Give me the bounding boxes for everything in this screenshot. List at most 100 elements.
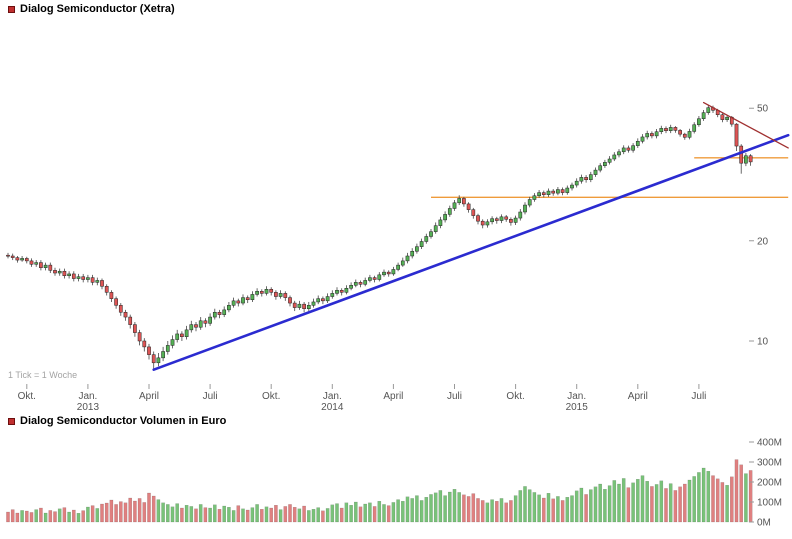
volume-bar	[589, 489, 593, 523]
volume-bar	[123, 502, 128, 523]
volume-legend-icon	[8, 418, 15, 425]
volume-bar	[692, 476, 696, 523]
volume-bar	[626, 487, 631, 523]
candle-body	[241, 297, 245, 304]
candle-body	[288, 297, 292, 304]
candle-body	[396, 264, 400, 270]
volume-bar	[330, 504, 335, 523]
candle-body	[255, 291, 259, 295]
volume-chart-header: Dialog Semiconductor Volumen in Euro	[8, 416, 226, 427]
candle-body	[358, 282, 363, 285]
candle-body	[405, 255, 410, 262]
candle-body	[203, 320, 208, 324]
volume-bar	[603, 489, 607, 523]
candle-body	[598, 165, 603, 171]
volume-bar	[499, 498, 504, 523]
volume-bar	[118, 501, 123, 523]
volume-bar	[10, 509, 15, 523]
candle-body	[462, 198, 466, 205]
candle-body	[363, 280, 368, 285]
candle-body	[302, 303, 306, 309]
x-axis-year-label: 2015	[566, 402, 589, 413]
candle-body	[452, 202, 457, 209]
candle-body	[316, 298, 321, 303]
candle-body	[720, 114, 725, 120]
volume-bar	[509, 500, 513, 523]
candle-body	[744, 155, 748, 164]
volume-bar	[518, 490, 523, 523]
candle-body	[682, 133, 687, 138]
volume-axis-label: 100M	[757, 498, 782, 509]
candle-body	[382, 271, 386, 276]
candle-body	[668, 127, 673, 131]
volume-bar	[396, 499, 400, 523]
volume-bar	[71, 509, 76, 523]
volume-bar	[664, 488, 668, 523]
candle-body	[180, 333, 184, 337]
candle-body	[645, 133, 650, 138]
x-axis-label: Jan.	[78, 391, 97, 402]
price-axis-label: 20	[757, 236, 769, 247]
candle-body	[527, 199, 532, 206]
candle-body	[433, 225, 438, 232]
candle-body	[692, 124, 697, 132]
x-axis-label: Juli	[203, 391, 218, 402]
volume-axis-label: 400M	[757, 438, 782, 449]
candle-body	[335, 290, 339, 294]
candle-body	[447, 208, 452, 215]
candle-body	[372, 277, 377, 280]
volume-bar	[212, 504, 217, 523]
volume-bar	[495, 501, 499, 523]
x-axis-label: Juli	[447, 391, 462, 402]
volume-bar	[739, 464, 743, 523]
volume-bar	[645, 481, 649, 523]
volume-bar	[311, 509, 316, 523]
volume-bar	[109, 499, 114, 523]
candle-body	[39, 262, 43, 268]
volume-bar	[81, 510, 85, 523]
candle-body	[476, 215, 480, 222]
candle-body	[419, 241, 424, 247]
candle-body	[386, 271, 391, 275]
candle-body	[466, 203, 471, 210]
candle-body	[170, 339, 175, 346]
volume-bar	[297, 508, 302, 523]
candle-body	[739, 145, 744, 164]
candle-body	[706, 107, 711, 113]
candle-body	[212, 311, 217, 318]
candle-body	[278, 293, 283, 297]
candle-body	[306, 305, 311, 309]
volume-bar	[687, 479, 692, 523]
candle-body	[654, 131, 659, 137]
volume-bar	[165, 504, 170, 523]
volume-bar	[15, 512, 20, 523]
volume-bar	[292, 507, 297, 523]
candle-body	[349, 285, 353, 289]
volume-bar	[466, 496, 471, 523]
volume-bar	[636, 479, 640, 523]
volume-bar	[151, 495, 156, 523]
volume-chart-title: Dialog Semiconductor Volumen in Euro	[20, 415, 227, 427]
volume-bar	[391, 502, 396, 523]
volume-bar	[368, 502, 372, 523]
volume-bar	[593, 486, 598, 523]
volume-bar	[734, 459, 739, 523]
volume-bar	[53, 511, 57, 523]
candle-body	[325, 296, 330, 302]
candle-body	[109, 292, 114, 299]
volume-bar	[377, 501, 382, 523]
volume-bar	[354, 501, 358, 523]
volume-bar	[471, 493, 476, 523]
volume-bar	[175, 503, 180, 523]
volume-bar	[344, 502, 349, 523]
candle-body	[377, 274, 382, 280]
volume-bar	[490, 499, 494, 523]
candle-body	[53, 270, 57, 274]
candle-body	[748, 155, 753, 163]
volume-bar	[184, 505, 189, 523]
volume-bar	[673, 490, 678, 523]
volume-bar	[189, 506, 194, 523]
volume-bar	[133, 500, 137, 523]
